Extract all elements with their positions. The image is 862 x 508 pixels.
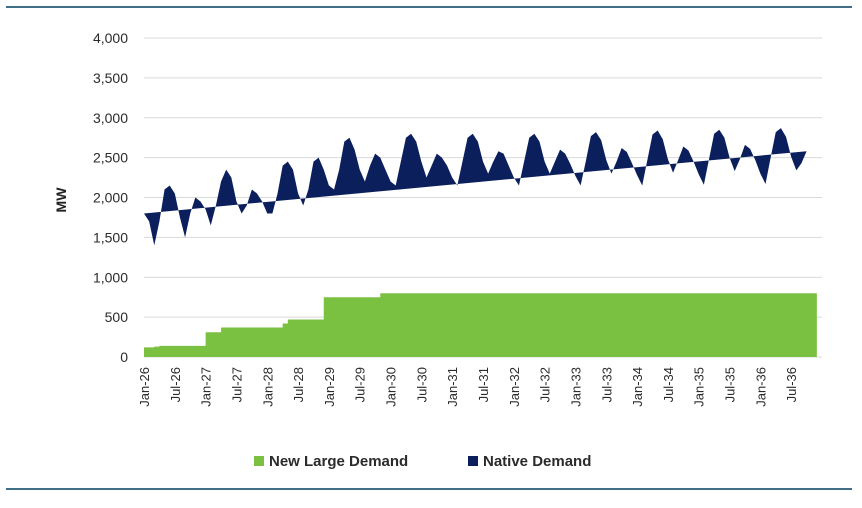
x-tick-label: Jul-26 bbox=[168, 367, 183, 402]
x-tick-label: Jul-32 bbox=[538, 367, 553, 402]
y-tick-label: 1,500 bbox=[93, 229, 128, 245]
x-tick-label: Jul-30 bbox=[414, 367, 429, 402]
y-tick-label: 500 bbox=[105, 309, 129, 325]
x-tick-label: Jan-35 bbox=[692, 367, 707, 407]
x-tick-label: Jul-34 bbox=[661, 367, 676, 402]
x-tick-label: Jan-29 bbox=[322, 367, 337, 407]
y-tick-label: 0 bbox=[120, 349, 128, 365]
x-tick-label: Jan-31 bbox=[445, 367, 460, 407]
y-tick-label: 3,500 bbox=[93, 70, 128, 86]
chart-frame: 0 500 1,000 1,500 2,000 2,500 3,000 3,500 4,000 … bbox=[6, 6, 852, 490]
x-tick-label: Jul-36 bbox=[784, 367, 799, 402]
new-large-demand-area bbox=[144, 293, 817, 357]
x-tick-label: Jul-33 bbox=[599, 367, 614, 402]
x-tick-label: Jul-27 bbox=[230, 367, 245, 402]
legend: New Large Demand Native Demand bbox=[254, 453, 591, 470]
x-tick-label: Jan-36 bbox=[753, 367, 768, 407]
x-tick-label: Jul-28 bbox=[291, 367, 306, 402]
legend-native-demand-swatch bbox=[468, 456, 478, 466]
y-axis-ticks: 0 500 1,000 1,500 2,000 2,500 3,000 3,500 4,000 bbox=[93, 30, 128, 365]
stacked-area-chart: 05001,0001,5002,0002,5003,0003,5004,000 … bbox=[53, 30, 822, 470]
legend-new-large-demand-swatch bbox=[254, 456, 264, 466]
y-tick-label: 3,000 bbox=[93, 110, 128, 126]
x-tick-label: Jan-28 bbox=[260, 367, 275, 407]
x-tick-label: Jan-34 bbox=[630, 367, 645, 407]
y-tick-label: 4,000 bbox=[93, 30, 128, 46]
y-axis-label: MW bbox=[53, 187, 69, 213]
x-tick-label: Jan-26 bbox=[137, 367, 152, 407]
legend-new-large-demand-label: New Large Demand bbox=[269, 453, 408, 470]
x-tick-label: Jul-31 bbox=[476, 367, 491, 402]
y-tick-label: 2,000 bbox=[93, 190, 128, 206]
series-areas bbox=[144, 128, 817, 357]
native-demand-area bbox=[144, 128, 807, 246]
y-tick-label: 2,500 bbox=[93, 150, 128, 166]
legend-native-demand-label: Native Demand bbox=[483, 453, 591, 470]
x-tick-label: Jan-33 bbox=[569, 367, 584, 407]
x-tick-label: Jul-29 bbox=[353, 367, 368, 402]
y-tick-label: 1,000 bbox=[93, 269, 128, 285]
x-tick-label: Jan-27 bbox=[199, 367, 214, 407]
x-tick-label: Jan-30 bbox=[384, 367, 399, 407]
x-axis-ticks: Jan-26 Jul-26 Jan-27 Jul-27 Jan-28 Jul-28 Jan-… bbox=[137, 367, 799, 407]
x-tick-label: Jan-32 bbox=[507, 367, 522, 407]
x-tick-label: Jul-35 bbox=[723, 367, 738, 402]
